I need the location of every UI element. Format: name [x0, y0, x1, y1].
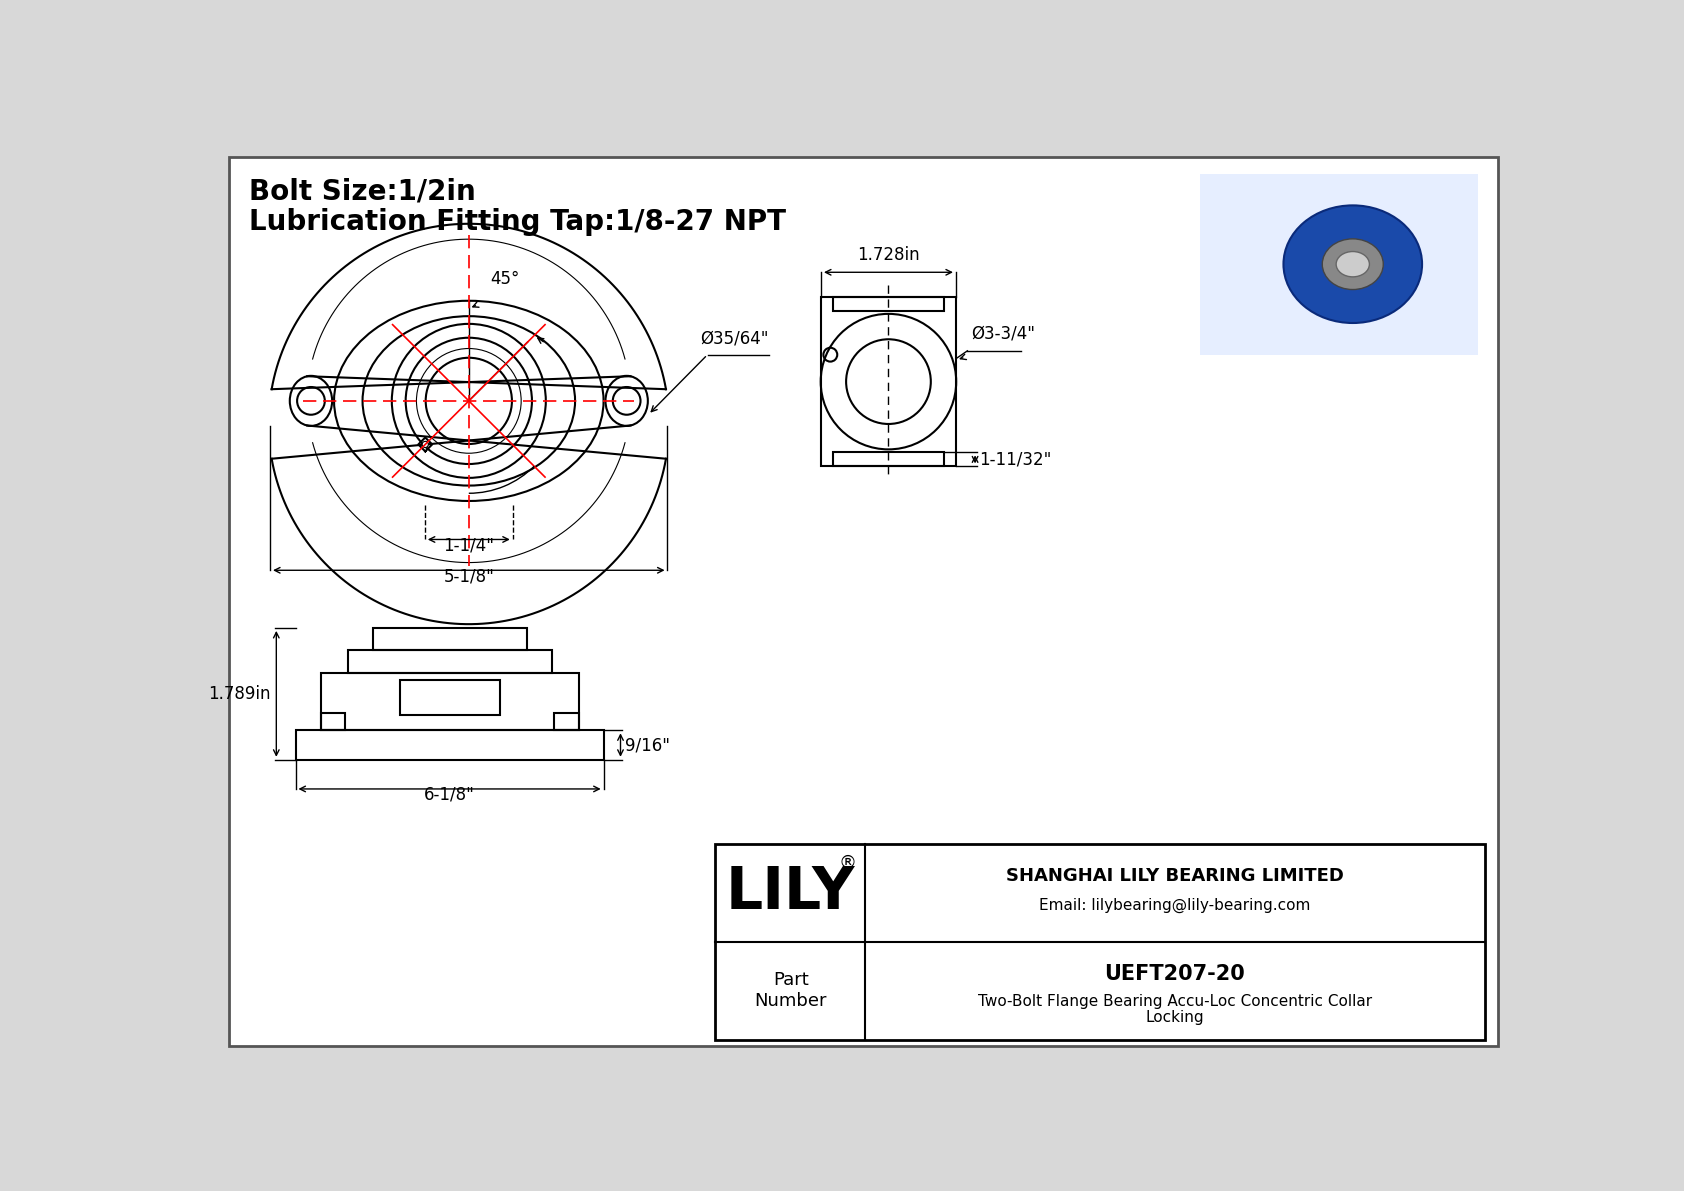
Ellipse shape — [1335, 251, 1369, 276]
Bar — [372, 628, 527, 649]
Bar — [320, 673, 579, 730]
Bar — [347, 649, 552, 673]
Text: Lubrication Fitting Tap:1/8-27 NPT: Lubrication Fitting Tap:1/8-27 NPT — [249, 208, 786, 236]
Text: Locking: Locking — [1145, 1010, 1204, 1024]
Text: Ø3-3/4": Ø3-3/4" — [972, 324, 1036, 343]
Ellipse shape — [1283, 205, 1421, 323]
Text: ®: ® — [839, 854, 857, 872]
Text: 6-1/8": 6-1/8" — [424, 786, 475, 804]
Text: Part
Number: Part Number — [754, 972, 827, 1010]
Bar — [716, 843, 1485, 1040]
Text: 45°: 45° — [490, 270, 520, 288]
Text: Bolt Size:1/2in: Bolt Size:1/2in — [249, 177, 477, 206]
Bar — [554, 713, 579, 730]
Text: 9/16": 9/16" — [625, 736, 670, 754]
Text: UEFT207-20: UEFT207-20 — [1105, 964, 1244, 984]
Text: SHANGHAI LILY BEARING LIMITED: SHANGHAI LILY BEARING LIMITED — [1005, 867, 1344, 885]
Text: 1.789in: 1.789in — [207, 685, 269, 703]
Bar — [296, 730, 603, 760]
Bar — [822, 297, 957, 467]
Ellipse shape — [1322, 239, 1383, 289]
Text: Ø35/64": Ø35/64" — [701, 330, 768, 348]
Bar — [832, 453, 945, 467]
Text: 1-1/4": 1-1/4" — [443, 536, 495, 554]
Text: 1.728in: 1.728in — [857, 247, 919, 264]
Text: LILY: LILY — [726, 865, 855, 921]
Bar — [320, 713, 345, 730]
Bar — [832, 297, 945, 311]
Bar — [1201, 174, 1477, 355]
Text: 5-1/8": 5-1/8" — [443, 567, 493, 585]
Text: Email: lilybearing@lily-bearing.com: Email: lilybearing@lily-bearing.com — [1039, 898, 1310, 912]
Text: Two-Bolt Flange Bearing Accu-Loc Concentric Collar: Two-Bolt Flange Bearing Accu-Loc Concent… — [978, 994, 1372, 1009]
Bar — [399, 680, 500, 715]
Text: 1-11/32": 1-11/32" — [978, 450, 1051, 468]
Circle shape — [423, 442, 428, 448]
